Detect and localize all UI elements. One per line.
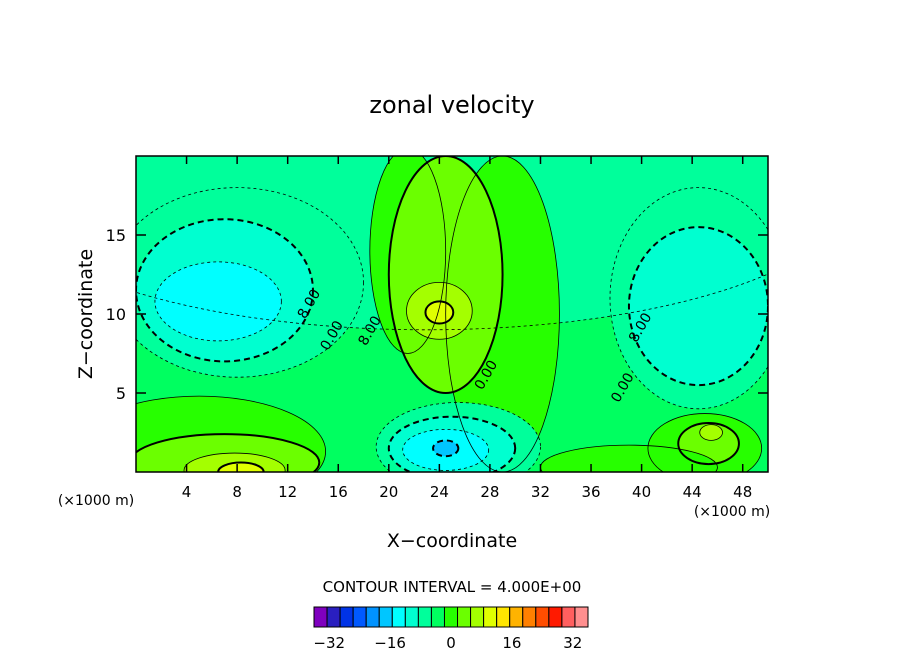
colorbar-tick-label-1: −16 <box>374 634 406 652</box>
contour-region-15 <box>433 440 459 457</box>
x-axis-label: X−coordinate <box>387 530 517 552</box>
colorbar-swatch-1 <box>326 606 341 628</box>
contour-line-21 <box>677 422 740 466</box>
y-axis-label: Z−coordinate <box>75 249 97 379</box>
contour-line-15 <box>432 439 460 458</box>
x-tick-label-24: 24 <box>430 483 449 501</box>
contour-region-22 <box>699 424 723 441</box>
x-tick-label-44: 44 <box>683 483 702 501</box>
contour-line-2 <box>136 187 364 378</box>
contour-line-11 <box>424 300 455 325</box>
contour-line-3 <box>136 218 314 363</box>
contour-region-6 <box>628 227 768 386</box>
colorbar-swatch-20 <box>574 606 589 628</box>
chart-title: zonal velocity <box>369 91 534 119</box>
colorbar-swatch-7 <box>404 606 419 628</box>
colorbar-swatch-13 <box>483 606 498 628</box>
x-tick-label-8: 8 <box>232 483 242 501</box>
contour-line-22 <box>699 424 723 441</box>
y-tick-label-15: 15 <box>106 226 126 245</box>
y-tick-label-5: 5 <box>116 384 126 403</box>
colorbar-tick-label-4: 32 <box>563 634 582 652</box>
colorbar <box>313 606 589 628</box>
x-tick-label-40: 40 <box>632 483 651 501</box>
contour-line-13 <box>387 415 517 472</box>
colorbar-tick-labels: −32 −16 0 16 32 <box>313 634 582 652</box>
contour-region-4 <box>154 261 282 341</box>
contour-line-9 <box>387 156 504 394</box>
contour-line-20 <box>647 413 763 472</box>
contour-region-19 <box>218 462 264 472</box>
contour-region-11 <box>425 301 454 324</box>
x-axis-ticks: 4 8 12 16 20 24 28 32 36 40 44 48 <box>182 156 752 501</box>
colorbar-swatch-5 <box>378 606 393 628</box>
colorbar-swatch-19 <box>561 606 576 628</box>
colorbar-swatch-6 <box>391 606 406 628</box>
colorbar-swatch-10 <box>443 606 459 628</box>
x-tick-label-12: 12 <box>278 483 297 501</box>
colorbar-swatch-12 <box>470 606 485 628</box>
x-axis-unit-label: (×1000 m) <box>694 504 770 520</box>
x-tick-label-20: 20 <box>379 483 398 501</box>
colorbar-swatch-16 <box>522 606 537 628</box>
colorbar-swatch-15 <box>509 606 524 628</box>
contour-line-12 <box>375 402 541 472</box>
colorbar-swatch-14 <box>496 606 511 628</box>
colorbar-swatch-11 <box>457 606 472 628</box>
contour-line-10 <box>406 281 473 340</box>
x-tick-label-16: 16 <box>329 483 348 501</box>
contour-line-7 <box>369 156 447 354</box>
x-tick-label-32: 32 <box>531 483 550 501</box>
colorbar-tick-label-0: −32 <box>313 634 345 652</box>
colorbar-swatch-9 <box>430 606 445 628</box>
contour-interval-text: CONTOUR INTERVAL = 4.000E+00 <box>323 578 582 596</box>
colorbar-swatch-0 <box>313 606 328 628</box>
contour-line-8 <box>445 156 560 472</box>
colorbar-tick-label-3: 16 <box>502 634 521 652</box>
x-tick-label-36: 36 <box>581 483 600 501</box>
contour-fill-layer <box>136 156 768 472</box>
x-unit-label: (×1000 m) <box>58 493 134 509</box>
x-tick-label-4: 4 <box>182 483 192 501</box>
colorbar-swatch-2 <box>339 606 354 628</box>
colorbar-swatch-8 <box>417 606 432 628</box>
contour-line-18 <box>183 452 286 472</box>
colorbar-swatch-17 <box>535 606 550 628</box>
colorbar-tick-label-2: 0 <box>446 634 456 652</box>
contour-region-9 <box>388 156 503 393</box>
contour-region-23 <box>540 445 718 472</box>
colorbar-swatch-4 <box>365 606 380 628</box>
contour-line-17 <box>136 433 321 472</box>
colorbar-swatch-18 <box>548 606 563 628</box>
contour-line-5 <box>609 187 768 410</box>
x-tick-label-28: 28 <box>480 483 499 501</box>
x-tick-label-48: 48 <box>733 483 752 501</box>
contour-line-14 <box>402 428 490 471</box>
colorbar-swatch-3 <box>352 606 367 628</box>
y-tick-label-10: 10 <box>106 305 126 324</box>
contour-line-16 <box>136 395 326 472</box>
plot-area <box>136 156 768 472</box>
y-axis-ticks: 5 10 15 <box>106 226 768 403</box>
contour-line-4 <box>154 261 282 342</box>
